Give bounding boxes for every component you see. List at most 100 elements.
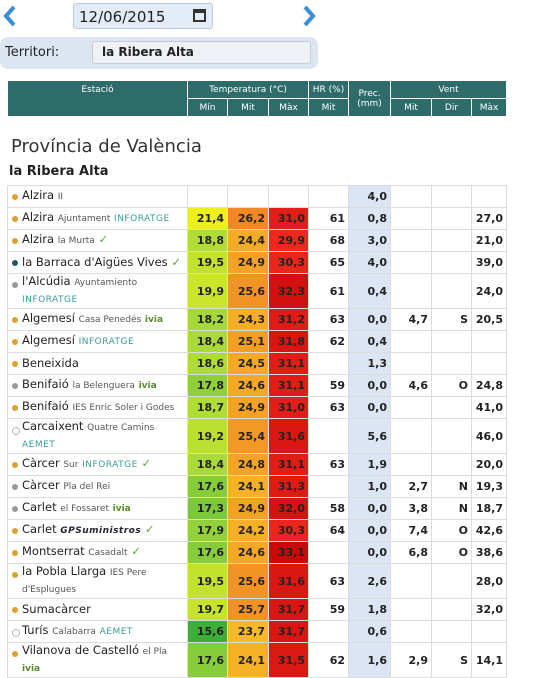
- value-cell: 24,4: [227, 229, 269, 252]
- station-place: Quatre Camins: [87, 423, 155, 433]
- col-sub: Mit: [390, 98, 432, 117]
- value-cell: [390, 185, 432, 208]
- station-cell: Alzira Ajuntament INFORATGE: [7, 207, 188, 230]
- value-cell: 63: [308, 563, 349, 599]
- value-cell: 4,7: [390, 308, 432, 331]
- station-name: Alzira: [22, 232, 55, 246]
- value-cell: 32,3: [268, 273, 309, 309]
- value-cell: 24,6: [227, 374, 269, 397]
- station-network: ivia: [144, 315, 164, 325]
- value-cell: 7,4: [390, 519, 432, 542]
- station-place: II: [57, 192, 64, 202]
- station-row: la Barraca d'Aigües Vives ✓ 19,5 24,9 30,3 6…: [7, 251, 507, 274]
- station-cell: Carcaixent Quatre Camins AEMET: [7, 418, 188, 454]
- value-cell: O: [431, 374, 472, 397]
- value-cell: [390, 251, 432, 274]
- value-cell: 61: [308, 207, 349, 230]
- value-cell: 1,9: [348, 453, 391, 476]
- station-cell: Carlet GPSuministros ✓: [7, 519, 188, 542]
- station-row: Càrcer Sur INFORATGE ✓ 18,4 24,8 31,1 63 1,9 2…: [7, 453, 507, 476]
- col-sub: Mit: [308, 98, 349, 117]
- value-cell: [390, 352, 432, 375]
- value-cell: 17,6: [187, 475, 228, 498]
- value-cell: 32,0: [268, 497, 309, 520]
- station-row: Càrcer Pla del Rei 17,6 24,1 31,3 1,0 2,7 N 19,…: [7, 475, 507, 498]
- value-cell: O: [431, 541, 472, 564]
- value-cell: [431, 251, 472, 274]
- value-cell: [431, 330, 472, 353]
- station-row: Alzira II 4,0: [7, 185, 507, 208]
- value-cell: 0,0: [348, 541, 391, 564]
- col-sub: Dir: [431, 98, 472, 117]
- station-place: Pla del Rei: [63, 482, 111, 492]
- value-cell: 62: [308, 642, 349, 678]
- value-cell: N: [431, 497, 472, 520]
- value-cell: 25,7: [227, 598, 269, 621]
- station-place: Casa Penedés: [78, 315, 142, 325]
- value-cell: 24,9: [227, 251, 269, 274]
- value-cell: 24,9: [227, 497, 269, 520]
- status-dot: [12, 651, 18, 657]
- value-cell: 31,8: [268, 330, 309, 353]
- value-cell: [308, 185, 349, 208]
- value-cell: 24,5: [227, 352, 269, 375]
- value-cell: 3,0: [348, 229, 391, 252]
- value-cell: [390, 418, 432, 454]
- calendar-icon[interactable]: [193, 9, 206, 22]
- next-day[interactable]: [301, 4, 317, 28]
- value-cell: [431, 453, 472, 476]
- station-cell: Montserrat Casadalt ✓: [7, 541, 188, 564]
- value-cell: 59: [308, 598, 349, 621]
- value-cell: 3,8: [390, 497, 432, 520]
- value-cell: 20,0: [471, 453, 507, 476]
- station-place: Sur: [63, 460, 79, 470]
- station-row: Carcaixent Quatre Camins AEMET 19,2 25,4 31…: [7, 418, 507, 454]
- territory-label: Territori:: [5, 45, 60, 60]
- station-network: AEMET: [99, 627, 133, 637]
- prev-day[interactable]: [2, 4, 18, 28]
- station-cell: Càrcer Pla del Rei: [7, 475, 188, 498]
- controls: 12/06/2015 Territori: la Ribera Alta: [0, 0, 551, 70]
- value-cell: [308, 418, 349, 454]
- value-cell: 28,0: [471, 563, 507, 599]
- value-cell: 24,9: [227, 396, 269, 419]
- value-cell: [390, 229, 432, 252]
- value-cell: 19,5: [187, 251, 228, 274]
- value-cell: [390, 273, 432, 309]
- station-cell: Sumacàrcer: [7, 598, 188, 621]
- territory-select[interactable]: la Ribera Alta: [92, 41, 311, 64]
- value-cell: 32,0: [471, 598, 507, 621]
- value-cell: 0,4: [348, 330, 391, 353]
- value-cell: 24,1: [227, 475, 269, 498]
- value-cell: 17,6: [187, 642, 228, 678]
- value-cell: [390, 620, 432, 643]
- value-cell: 39,0: [471, 251, 507, 274]
- date-input[interactable]: 12/06/2015: [73, 3, 213, 29]
- value-cell: 6,8: [390, 541, 432, 564]
- value-cell: [431, 418, 472, 454]
- value-cell: 30,3: [268, 519, 309, 542]
- station-name: l'Alcúdia: [22, 274, 71, 288]
- station-network: INFORATGE: [114, 214, 170, 224]
- value-cell: 21,0: [471, 229, 507, 252]
- value-cell: 0,0: [348, 519, 391, 542]
- value-cell: 0,4: [348, 273, 391, 309]
- value-cell: 24,8: [227, 453, 269, 476]
- check-icon: ✓: [144, 522, 155, 536]
- value-cell: 65: [308, 251, 349, 274]
- station-cell: la Barraca d'Aigües Vives ✓: [7, 251, 188, 274]
- station-name: Càrcer: [22, 456, 60, 470]
- col-wind: Vent: [390, 80, 507, 99]
- station-network: INFORATGE: [82, 460, 138, 470]
- value-cell: [431, 563, 472, 599]
- value-cell: [390, 598, 432, 621]
- value-cell: 19,3: [471, 475, 507, 498]
- value-cell: 59: [308, 374, 349, 397]
- value-cell: [390, 563, 432, 599]
- value-cell: 64: [308, 519, 349, 542]
- value-cell: 24,8: [471, 374, 507, 397]
- status-dot: [12, 238, 18, 244]
- value-cell: 31,3: [268, 475, 309, 498]
